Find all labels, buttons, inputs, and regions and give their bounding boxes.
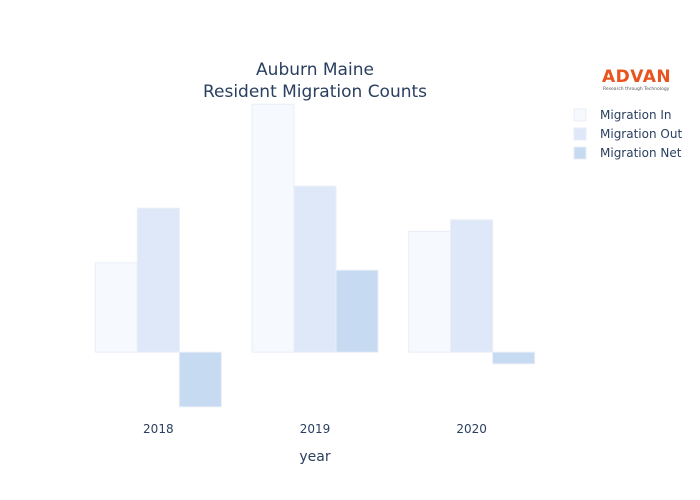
- advan-logo: ADVAN Research through Technology: [602, 67, 671, 92]
- x-axis-title: year: [299, 449, 330, 465]
- chart-title-line-1: Auburn Maine: [256, 60, 374, 80]
- legend-swatch: [573, 146, 587, 160]
- bar-migration-out-2019[interactable]: [293, 185, 337, 353]
- bar-migration-in-2020[interactable]: [408, 230, 452, 353]
- legend-swatch: [573, 127, 587, 141]
- x-tick-label-2020: 2020: [456, 422, 487, 436]
- logo-wordmark: ADVAN: [602, 67, 671, 87]
- legend-swatch: [573, 108, 587, 122]
- bar-migration-net-2020[interactable]: [492, 351, 536, 365]
- legend-item-migration-out[interactable]: Migration Out: [573, 127, 682, 141]
- bar-migration-net-2018[interactable]: [178, 351, 222, 408]
- bar-migration-out-2020[interactable]: [450, 219, 494, 353]
- bars-group: [94, 103, 536, 408]
- legend[interactable]: Migration In Migration Out Migration Net: [573, 108, 682, 160]
- bar-migration-net-2019[interactable]: [335, 269, 379, 353]
- x-tick-labels: 2018 2019 2020: [143, 422, 487, 436]
- chart-title: Auburn Maine Resident Migration Counts: [203, 60, 427, 102]
- legend-label: Migration Net: [600, 146, 682, 160]
- legend-item-migration-in[interactable]: Migration In: [573, 108, 672, 122]
- logo-tagline: Research through Technology: [603, 86, 670, 92]
- legend-label: Migration In: [600, 108, 672, 122]
- bar-migration-out-2018[interactable]: [136, 207, 180, 353]
- legend-label: Migration Out: [600, 127, 682, 141]
- x-tick-label-2019: 2019: [300, 422, 331, 436]
- bar-migration-in-2019[interactable]: [251, 103, 295, 353]
- bar-migration-in-2018[interactable]: [94, 262, 138, 353]
- legend-item-migration-net[interactable]: Migration Net: [573, 146, 682, 160]
- x-tick-label-2018: 2018: [143, 422, 174, 436]
- chart-title-line-2: Resident Migration Counts: [203, 82, 427, 102]
